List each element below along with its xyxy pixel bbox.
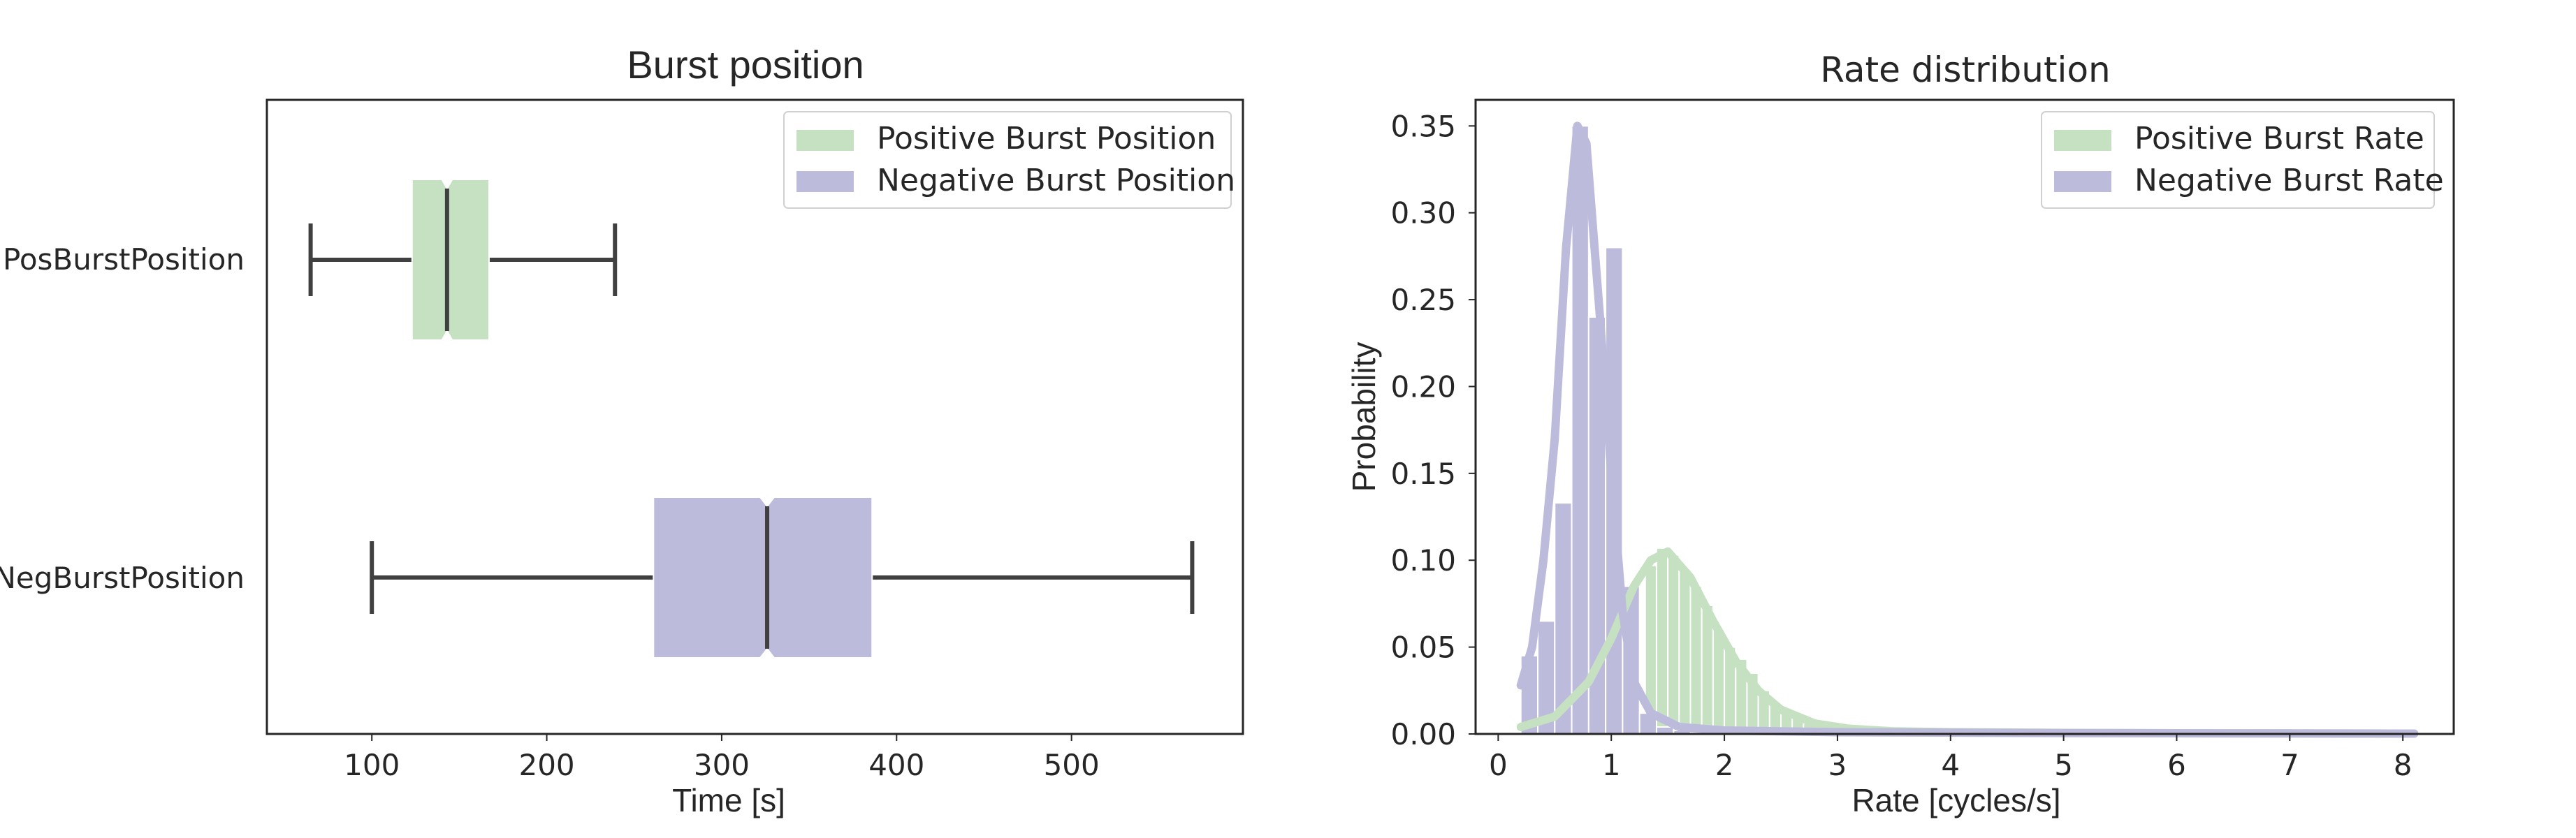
legend-frame	[2041, 111, 2435, 209]
burst-position-x-ticks: 100 200 300 400 500	[344, 734, 1100, 782]
box-NegBurstPosition	[370, 497, 1195, 659]
burst-position-plot-area	[308, 179, 1195, 659]
x-tick-label: 4	[1941, 748, 1960, 782]
y-category-label-pos: PosBurstPosition	[3, 242, 245, 277]
x-tick-label: 400	[868, 748, 924, 782]
y-tick-label: 0.05	[1390, 631, 1456, 665]
legend-swatch-negative	[2054, 171, 2111, 192]
rate-distribution-axes-frame	[1474, 98, 2455, 735]
kde-curve-negative	[1516, 122, 2419, 738]
y-tick-label: 0.10	[1390, 543, 1456, 578]
legend-label-positive-position: Positive Burst Position	[877, 121, 1216, 156]
y-tick-label: 0.25	[1390, 283, 1456, 317]
legend-swatch-positive	[2054, 130, 2111, 151]
x-tick-label: 8	[2394, 748, 2413, 782]
y-tick-label: 0.35	[1390, 109, 1456, 143]
y-tick-label: 0.20	[1390, 369, 1456, 404]
histogram-bar	[1667, 554, 1680, 735]
x-tick-label: 3	[1828, 748, 1847, 782]
histogram-bar	[1571, 125, 1589, 735]
legend-swatch-negative	[796, 171, 854, 192]
histogram-bar	[1689, 585, 1703, 735]
box-PosBurstPosition	[308, 179, 618, 341]
rate-distribution-y-ticks: 0.00 0.05 0.10 0.15 0.20 0.25 0.30 0.35	[1390, 109, 1476, 751]
x-tick-label: 1	[1602, 748, 1621, 782]
burst-position-x-axis-label: Time [s]	[672, 782, 785, 818]
rate-distribution-x-ticks: 0 1 2 3 4 5 6 7 8	[1489, 734, 2413, 782]
legend-label-negative-position: Negative Burst Position	[877, 163, 1235, 198]
x-tick-label: 200	[518, 748, 574, 782]
burst-position-legend: Positive Burst Position Negative Burst P…	[783, 111, 1235, 209]
x-tick-label: 100	[344, 748, 400, 782]
x-tick-label: 300	[694, 748, 750, 782]
y-tick-label: 0.30	[1390, 196, 1456, 230]
rate-distribution-title: Rate distribution	[1820, 50, 2110, 90]
rate-distribution-panel: Rate distribution 0 1 2 3 4 5 6 7 8 0.00 0.05 0.10…	[1346, 50, 2455, 818]
x-tick-label: 0	[1489, 748, 1508, 782]
legend-swatch-positive	[796, 130, 854, 151]
notched-box	[411, 179, 490, 341]
legend-frame	[783, 111, 1232, 209]
burst-position-panel: Burst position PosBurstPosition NegBurst…	[0, 43, 1244, 818]
x-tick-label: 500	[1044, 748, 1100, 782]
histogram-bar	[1655, 547, 1669, 735]
notched-box	[653, 497, 873, 659]
rate-distribution-x-axis-label: Rate [cycles/s]	[1851, 782, 2060, 818]
burst-position-title: Burst position	[627, 43, 864, 87]
x-tick-label: 6	[2167, 748, 2186, 782]
rate-distribution-y-axis-label: Probability	[1346, 342, 1382, 492]
histogram-bar	[1678, 568, 1691, 735]
y-category-label-neg: NegBurstPosition	[0, 561, 245, 595]
x-tick-label: 7	[2280, 748, 2299, 782]
x-tick-label: 2	[1715, 748, 1734, 782]
y-tick-label: 0.15	[1390, 457, 1456, 491]
legend-label-positive-rate: Positive Burst Rate	[2134, 121, 2424, 156]
rate-distribution-legend: Positive Burst Rate Negative Burst Rate	[2041, 111, 2444, 209]
burst-position-axes-frame	[265, 98, 1244, 735]
y-tick-label: 0.00	[1390, 717, 1456, 751]
legend-label-negative-rate: Negative Burst Rate	[2134, 163, 2444, 198]
x-tick-label: 5	[2054, 748, 2073, 782]
rate-distribution-plot-area	[1516, 122, 2419, 738]
